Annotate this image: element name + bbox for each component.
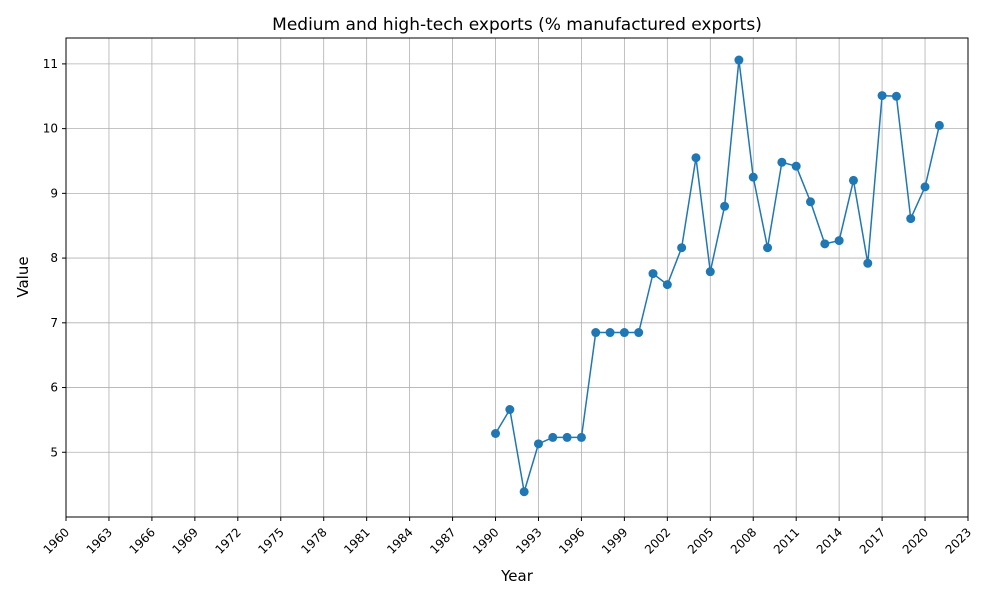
x-tick-label: 2002 xyxy=(642,525,673,556)
x-tick-label: 2020 xyxy=(900,525,931,556)
x-tick-label: 1999 xyxy=(599,525,630,556)
data-point xyxy=(562,432,572,442)
y-axis-label: Value xyxy=(14,256,32,297)
data-point xyxy=(820,239,830,249)
x-tick-label: 1981 xyxy=(341,525,372,556)
x-tick-label: 1996 xyxy=(556,525,587,556)
data-point xyxy=(806,197,816,207)
data-point xyxy=(777,157,787,167)
x-tick-label: 1984 xyxy=(384,525,415,556)
x-tick-label: 1990 xyxy=(470,525,501,556)
data-point xyxy=(906,214,916,224)
data-point xyxy=(791,161,801,171)
data-point xyxy=(848,175,858,185)
x-axis-ticks: 1960 1963 1966 1969 1972 1975 1978 1981 1984 1987… xyxy=(41,517,974,557)
data-point xyxy=(548,432,558,442)
grid-layer xyxy=(65,38,969,517)
data-point xyxy=(491,428,501,438)
data-point xyxy=(920,182,930,192)
x-tick-label: 1966 xyxy=(127,525,158,556)
x-tick-label: 1960 xyxy=(41,525,72,556)
plot-frame xyxy=(65,37,969,518)
data-point xyxy=(891,91,901,101)
x-tick-label: 1987 xyxy=(427,525,458,556)
data-point xyxy=(533,439,543,449)
y-tick-label: 11 xyxy=(43,57,58,71)
x-tick-label: 1978 xyxy=(298,525,329,556)
data-point xyxy=(605,328,615,338)
data-point xyxy=(863,258,873,268)
x-tick-label: 1963 xyxy=(84,525,115,556)
data-point xyxy=(677,243,687,253)
x-axis-label: Year xyxy=(500,567,534,585)
data-point xyxy=(834,236,844,246)
data-point xyxy=(634,328,644,338)
data-point xyxy=(720,201,730,211)
x-tick-label: 2008 xyxy=(728,525,759,556)
data-point xyxy=(576,432,586,442)
chart-title: Medium and high-tech exports (% manufact… xyxy=(272,15,762,35)
y-tick-label: 10 xyxy=(43,122,58,136)
y-tick-label: 6 xyxy=(50,381,58,395)
x-tick-label: 2005 xyxy=(685,525,716,556)
y-tick-label: 7 xyxy=(50,316,58,330)
x-tick-label: 1969 xyxy=(169,525,200,556)
data-point xyxy=(734,55,744,65)
data-point xyxy=(877,91,887,101)
data-point xyxy=(748,172,758,182)
x-tick-label: 1972 xyxy=(212,525,243,556)
y-tick-label: 8 xyxy=(50,251,58,265)
data-point xyxy=(591,328,601,338)
data-point xyxy=(505,405,515,415)
x-tick-label: 2023 xyxy=(943,525,974,556)
data-point xyxy=(691,153,701,163)
data-point xyxy=(934,120,944,130)
x-tick-label: 2017 xyxy=(857,525,888,556)
data-point xyxy=(763,243,773,253)
y-axis-ticks: 5 6 7 8 9 10 11 xyxy=(43,57,66,459)
data-point xyxy=(705,267,715,277)
data-point xyxy=(619,328,629,338)
data-point xyxy=(648,269,658,279)
series-layer xyxy=(491,55,944,497)
data-point xyxy=(519,487,529,497)
x-tick-label: 1993 xyxy=(513,525,544,556)
x-tick-label: 1975 xyxy=(255,525,286,556)
data-point xyxy=(662,280,672,290)
series-line xyxy=(494,59,941,492)
x-tick-label: 2011 xyxy=(771,525,802,556)
y-tick-label: 9 xyxy=(50,186,58,200)
y-tick-label: 5 xyxy=(50,445,58,459)
x-tick-label: 2014 xyxy=(814,525,845,556)
